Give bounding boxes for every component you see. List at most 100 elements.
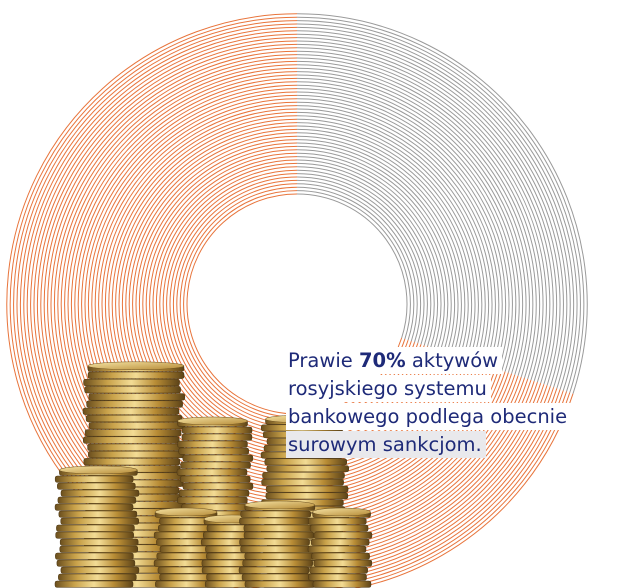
ring-remainder-stripe <box>296 176 425 344</box>
coin <box>240 545 311 553</box>
coin <box>309 524 369 532</box>
caption-line-3: bankowego podlega obecnie <box>286 403 572 430</box>
ring-share-stripe <box>30 37 551 571</box>
ring-remainder-stripe <box>296 193 408 339</box>
coin <box>57 496 137 504</box>
ring-remainder-stripe <box>296 115 486 363</box>
ring-remainder-stripe <box>296 125 476 360</box>
ring-remainder-stripe <box>296 166 435 347</box>
ring-remainder-stripe <box>296 179 422 343</box>
coin <box>87 443 184 451</box>
ring-remainder-stripe <box>296 156 445 350</box>
coin <box>87 371 185 379</box>
ring-remainder-stripe <box>296 40 561 386</box>
coin-top <box>244 500 316 510</box>
ring-remainder-stripe <box>296 122 479 361</box>
coin <box>181 426 253 434</box>
coin <box>83 436 180 444</box>
ring-remainder-stripe <box>296 111 490 364</box>
ring-remainder-stripe <box>296 169 432 346</box>
coin <box>240 510 311 518</box>
ring-remainder-stripe <box>296 142 459 354</box>
coin <box>244 552 316 560</box>
coin <box>85 414 183 423</box>
coin <box>180 461 251 469</box>
coin <box>54 580 134 588</box>
ring-remainder-stripe <box>296 135 466 357</box>
ring-remainder-stripe <box>296 43 558 385</box>
coin <box>313 559 373 567</box>
coin-top <box>154 507 218 517</box>
ring-remainder-stripe <box>296 186 415 341</box>
coin <box>88 450 185 459</box>
coin <box>313 531 373 539</box>
coin <box>88 393 186 401</box>
coin <box>308 517 367 525</box>
coin <box>55 531 134 539</box>
coin <box>56 559 136 567</box>
coin <box>176 468 248 476</box>
coin <box>60 489 140 497</box>
coin <box>266 465 350 473</box>
ring-remainder-stripe <box>296 98 503 368</box>
ring-remainder-stripe <box>296 81 520 373</box>
ring-remainder-stripe <box>296 94 507 369</box>
coin <box>178 489 250 497</box>
ring-remainder-arc <box>296 13 588 394</box>
coin <box>84 429 182 437</box>
ring-remainder-stripe <box>296 118 483 362</box>
ring-share-stripe <box>26 33 555 575</box>
caption-line-4: surowym sankcjom. <box>286 431 486 458</box>
coin <box>239 517 310 525</box>
ring-remainder-stripe <box>296 37 564 387</box>
ring-remainder-stripe <box>296 152 449 351</box>
ring-share-stripe <box>23 30 558 578</box>
ring-remainder-stripe <box>296 67 534 378</box>
ring-remainder-stripe <box>296 60 541 380</box>
ring-remainder-stripe <box>296 91 510 370</box>
coin <box>54 503 134 511</box>
coin <box>261 478 344 486</box>
coin <box>179 475 251 483</box>
coin <box>265 492 349 500</box>
ring-remainder-stripe <box>296 33 568 388</box>
ring-remainder-stripe <box>296 71 530 376</box>
coin <box>264 458 348 466</box>
coin <box>242 559 313 567</box>
coin <box>262 472 345 479</box>
coin <box>311 552 370 560</box>
coin <box>82 407 180 415</box>
ring-share-stripe <box>33 40 548 568</box>
ring-remainder-stripe <box>296 47 554 384</box>
coin <box>60 566 140 574</box>
ring-remainder-stripe <box>296 50 551 383</box>
coin <box>178 447 249 455</box>
ring-remainder-stripe <box>296 84 517 372</box>
ring-remainder-stripe <box>296 173 428 345</box>
coin <box>177 496 248 504</box>
coin <box>243 531 315 539</box>
ring-remainder-stripe <box>296 20 581 392</box>
ring-remainder-stripe <box>296 132 469 358</box>
ring-remainder-stripe <box>296 190 411 340</box>
caption-highlight-percent: 70% <box>358 349 406 372</box>
coin <box>182 482 254 490</box>
coin <box>265 485 349 493</box>
coin-top <box>87 361 185 371</box>
caption-line-1: Prawie 70% aktywów <box>286 347 503 374</box>
coin <box>177 440 248 448</box>
coin <box>54 475 134 483</box>
coin <box>239 538 310 546</box>
ring-remainder-stripe <box>296 23 578 391</box>
caption-text: Prawie 70% aktywów rosyjskiego systemu b… <box>286 347 631 459</box>
coin <box>60 517 139 525</box>
ring-remainder-stripe <box>296 101 500 367</box>
ring-remainder-stripe <box>296 30 571 389</box>
ring-remainder-stripe <box>296 108 493 365</box>
coin <box>241 573 313 581</box>
coin <box>59 545 139 553</box>
coin <box>308 573 367 581</box>
coin <box>181 433 253 441</box>
